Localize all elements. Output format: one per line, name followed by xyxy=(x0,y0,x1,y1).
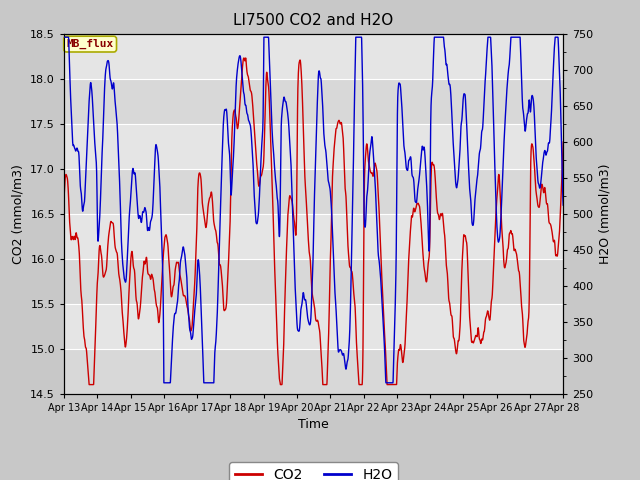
Y-axis label: H2O (mmol/m3): H2O (mmol/m3) xyxy=(599,163,612,264)
Bar xyxy=(64,34,563,79)
Title: LI7500 CO2 and H2O: LI7500 CO2 and H2O xyxy=(234,13,394,28)
Legend: CO2, H2O: CO2, H2O xyxy=(229,462,398,480)
Text: MB_flux: MB_flux xyxy=(67,39,114,49)
X-axis label: Time: Time xyxy=(298,418,329,431)
Y-axis label: CO2 (mmol/m3): CO2 (mmol/m3) xyxy=(12,164,25,264)
Bar xyxy=(64,214,563,259)
Bar xyxy=(64,303,563,348)
Bar xyxy=(64,123,563,168)
